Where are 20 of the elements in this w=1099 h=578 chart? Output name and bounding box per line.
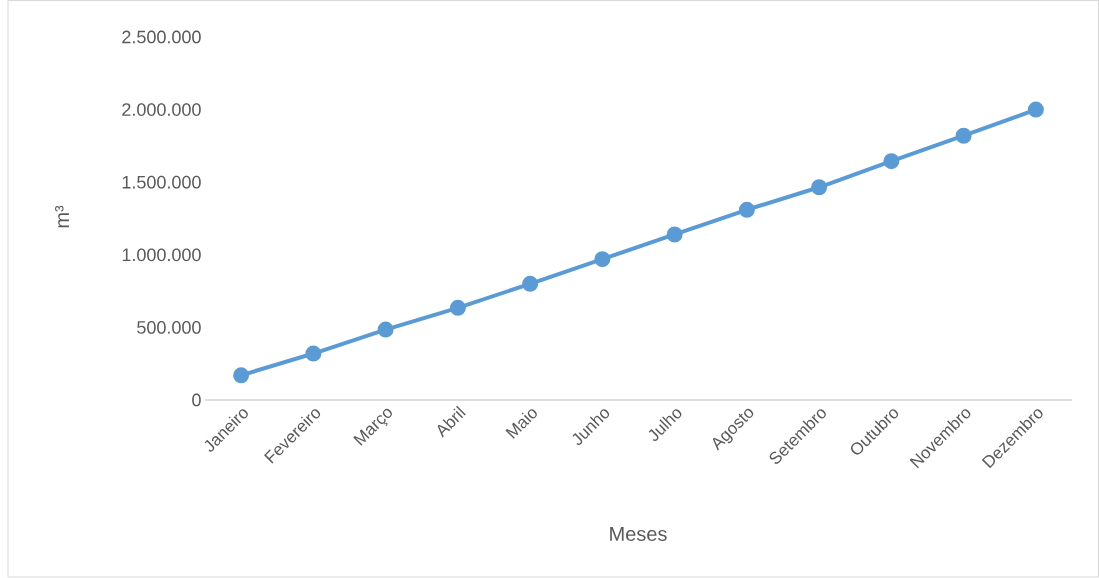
- y-tick-label: 0: [192, 393, 201, 407]
- point: [377, 321, 394, 338]
- point: [522, 275, 539, 292]
- y-axis-title: m³: [55, 205, 69, 228]
- y-tick-label: 2.500.000: [122, 30, 201, 44]
- point: [594, 251, 611, 268]
- y-tick-label: 2.000.000: [122, 103, 201, 116]
- point: [811, 179, 828, 196]
- x-axis-title: Meses: [610, 527, 667, 541]
- point: [449, 299, 466, 316]
- point: [1027, 101, 1044, 118]
- y-tick-label: 1.500.000: [122, 175, 201, 189]
- point: [955, 127, 972, 144]
- point: [305, 345, 322, 362]
- point: [738, 201, 755, 218]
- point: [666, 226, 683, 243]
- y-tick-label: 500.000: [137, 321, 201, 334]
- point: [233, 367, 250, 384]
- y-tick-label: 1.000.000: [122, 248, 201, 262]
- point: [883, 153, 900, 170]
